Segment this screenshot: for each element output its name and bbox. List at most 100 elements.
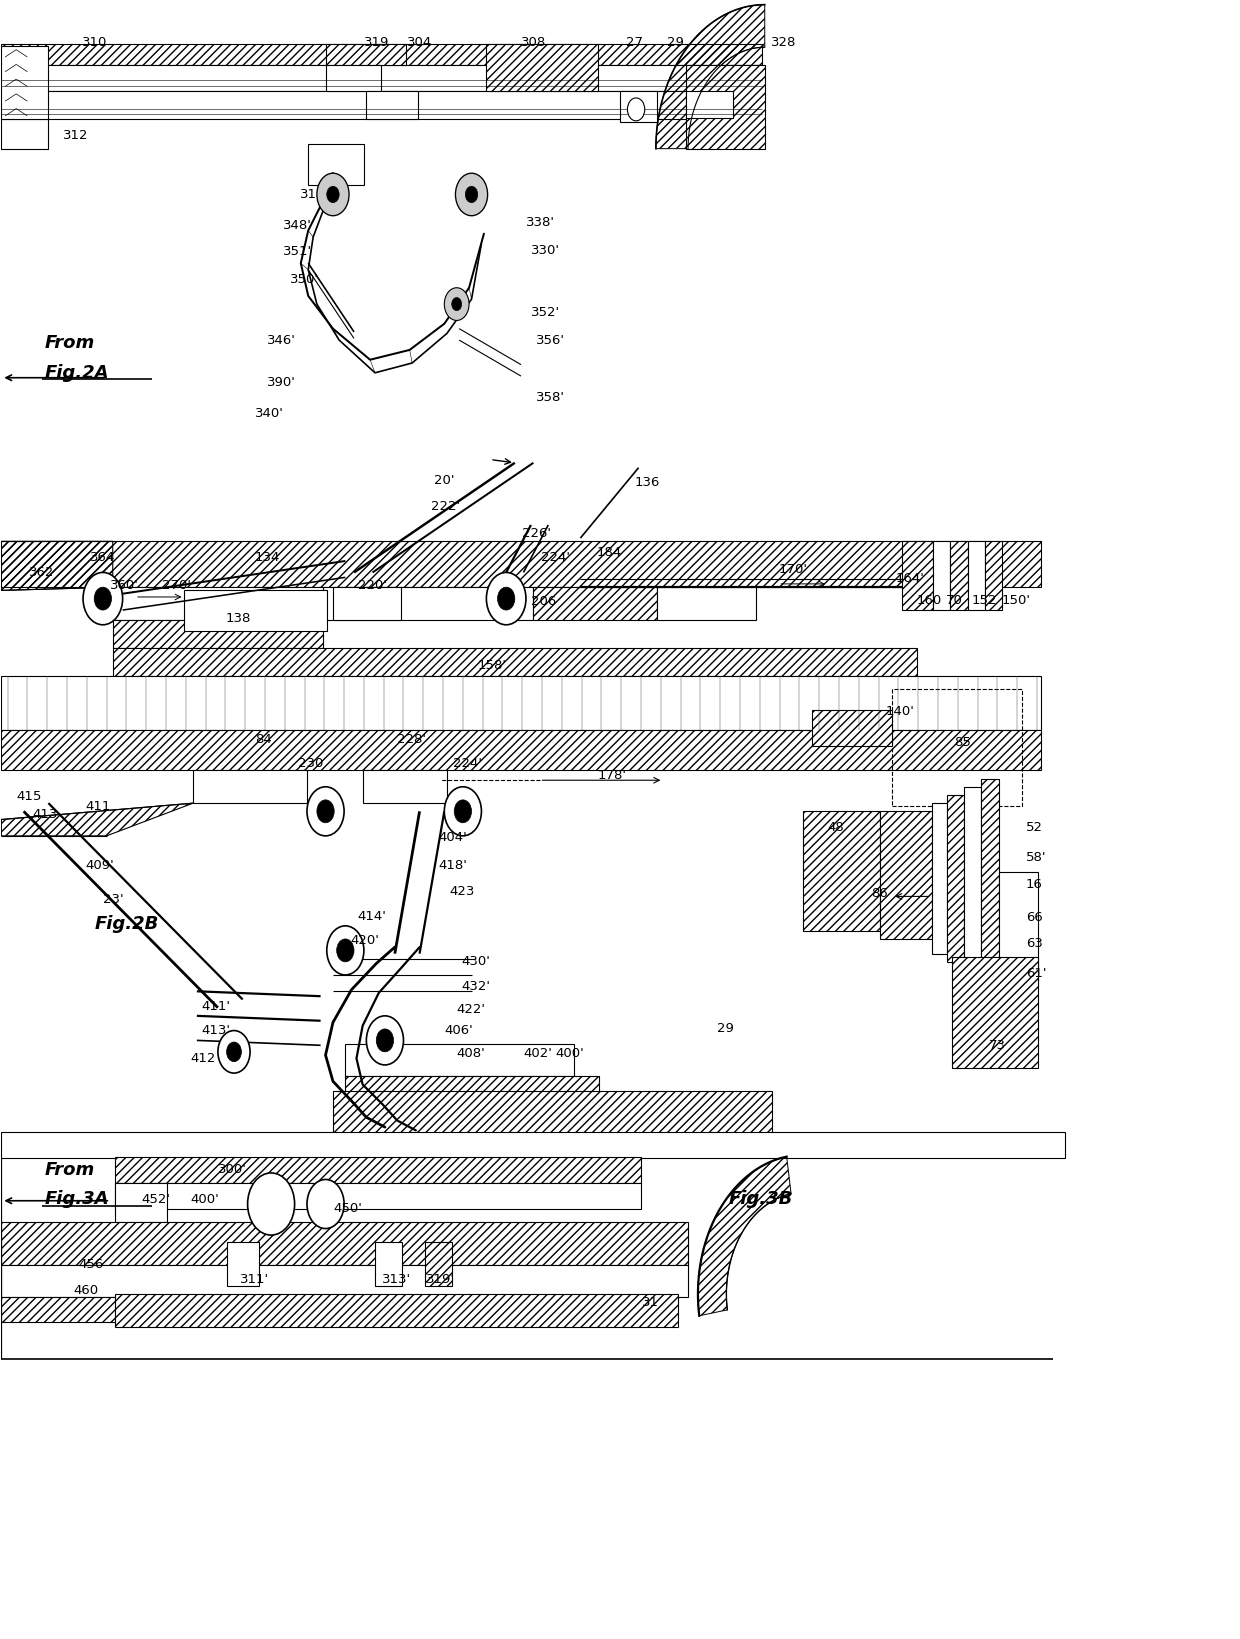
- Bar: [1, 46, 48, 120]
- Text: 460: 460: [73, 1285, 98, 1296]
- Circle shape: [227, 1042, 242, 1062]
- Bar: [362, 770, 446, 803]
- Text: 52: 52: [1025, 821, 1043, 834]
- Text: 86: 86: [872, 887, 888, 900]
- Bar: [113, 647, 916, 675]
- Circle shape: [627, 98, 645, 121]
- Bar: [950, 541, 967, 610]
- Text: From: From: [45, 1160, 95, 1178]
- Circle shape: [451, 298, 461, 311]
- Text: 404': 404': [438, 831, 467, 844]
- Text: 402': 402': [523, 1047, 552, 1060]
- Text: 136: 136: [635, 475, 660, 488]
- Bar: [963, 787, 981, 970]
- Bar: [324, 587, 533, 620]
- Bar: [345, 1077, 599, 1101]
- Bar: [115, 1183, 167, 1223]
- Bar: [486, 44, 598, 92]
- Bar: [893, 688, 1022, 806]
- Circle shape: [454, 800, 471, 823]
- Text: 432': 432': [461, 980, 491, 993]
- Bar: [424, 1242, 451, 1287]
- Bar: [686, 66, 765, 149]
- Bar: [115, 1157, 641, 1183]
- Text: 160: 160: [916, 593, 942, 606]
- Bar: [1, 729, 1040, 770]
- Bar: [1, 1298, 131, 1321]
- Text: 310: 310: [82, 36, 107, 49]
- Text: 226': 226': [522, 526, 552, 539]
- Circle shape: [444, 288, 469, 321]
- Bar: [901, 541, 932, 610]
- Text: 352': 352': [531, 306, 560, 318]
- Text: 340': 340': [255, 406, 284, 420]
- Text: 411': 411': [202, 1000, 231, 1013]
- Bar: [227, 1242, 259, 1287]
- Text: 313': 313': [382, 1274, 412, 1285]
- Bar: [931, 803, 946, 954]
- Bar: [366, 92, 418, 120]
- Text: 411: 411: [86, 800, 110, 813]
- Text: 360': 360': [110, 579, 139, 592]
- Text: 228': 228': [397, 733, 427, 746]
- Text: 412: 412: [191, 1052, 216, 1065]
- Text: 330': 330': [531, 244, 560, 257]
- Bar: [1, 66, 763, 92]
- Text: 84: 84: [255, 733, 272, 746]
- Circle shape: [248, 1174, 295, 1236]
- Text: 184: 184: [596, 546, 621, 559]
- Circle shape: [317, 800, 335, 823]
- Bar: [1, 1265, 688, 1298]
- Text: 409': 409': [86, 859, 114, 872]
- Text: Fig.3A: Fig.3A: [45, 1190, 109, 1208]
- Bar: [981, 779, 998, 978]
- Bar: [812, 710, 893, 746]
- Text: 356': 356': [536, 334, 565, 346]
- Circle shape: [337, 939, 353, 962]
- Circle shape: [455, 174, 487, 216]
- Text: 450': 450': [334, 1203, 362, 1216]
- Text: 270': 270': [162, 579, 191, 592]
- Text: 20': 20': [434, 474, 455, 487]
- Bar: [1, 541, 1040, 587]
- Text: 311': 311': [241, 1274, 269, 1285]
- Text: 456: 456: [78, 1259, 103, 1272]
- Circle shape: [327, 187, 340, 203]
- Text: 420': 420': [350, 934, 379, 947]
- Bar: [967, 541, 985, 610]
- Text: 452': 452': [141, 1193, 170, 1206]
- Circle shape: [308, 787, 343, 836]
- Bar: [334, 1092, 773, 1134]
- Bar: [1, 120, 48, 149]
- Bar: [932, 541, 950, 610]
- Bar: [1, 44, 763, 66]
- Text: 206: 206: [531, 595, 557, 608]
- Circle shape: [327, 926, 363, 975]
- Text: 364: 364: [91, 551, 115, 564]
- Bar: [620, 92, 657, 123]
- Text: 178': 178': [598, 769, 626, 782]
- Text: 350': 350': [290, 274, 319, 287]
- Text: 134: 134: [255, 551, 280, 564]
- Text: 348': 348': [284, 220, 312, 233]
- Bar: [115, 1183, 641, 1210]
- Text: 319': 319': [425, 1274, 455, 1285]
- Bar: [345, 1044, 574, 1077]
- Text: 222': 222': [430, 500, 460, 513]
- Text: 413: 413: [32, 808, 58, 821]
- Text: 23': 23': [103, 893, 124, 906]
- Text: 415: 415: [16, 790, 42, 803]
- Text: 308: 308: [521, 36, 547, 49]
- Bar: [998, 872, 1038, 987]
- Bar: [309, 144, 363, 185]
- Circle shape: [308, 1180, 343, 1229]
- Bar: [985, 541, 1002, 610]
- Bar: [946, 795, 963, 962]
- Text: 304: 304: [407, 36, 433, 49]
- Text: Fig.2A: Fig.2A: [45, 364, 109, 382]
- Text: 413': 413': [202, 1024, 231, 1037]
- Bar: [185, 590, 327, 631]
- Bar: [1, 1223, 688, 1265]
- Text: 70: 70: [945, 593, 962, 606]
- Bar: [334, 587, 401, 620]
